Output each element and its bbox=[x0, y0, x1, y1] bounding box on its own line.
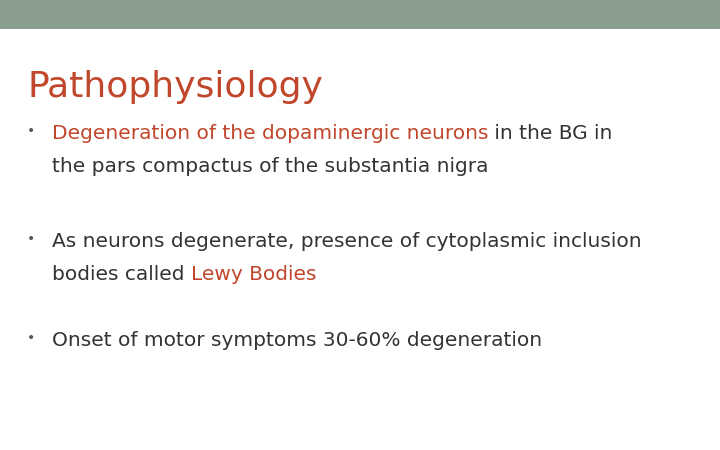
Text: Degeneration of the dopaminergic neurons: Degeneration of the dopaminergic neurons bbox=[52, 124, 488, 143]
Bar bbox=[0, 0, 720, 29]
Text: bodies called: bodies called bbox=[52, 266, 191, 284]
Text: As neurons degenerate, presence of cytoplasmic inclusion: As neurons degenerate, presence of cytop… bbox=[52, 232, 642, 251]
Text: Lewy Bodies: Lewy Bodies bbox=[191, 266, 316, 284]
Text: the pars compactus of the substantia nigra: the pars compactus of the substantia nig… bbox=[52, 158, 488, 176]
Text: Onset of motor symptoms 30-60% degeneration: Onset of motor symptoms 30-60% degenerat… bbox=[52, 331, 542, 350]
Text: Pathophysiology: Pathophysiology bbox=[27, 70, 323, 104]
Text: •: • bbox=[27, 331, 35, 345]
Text: •: • bbox=[27, 124, 35, 138]
Text: in the BG in: in the BG in bbox=[488, 124, 613, 143]
Text: •: • bbox=[27, 232, 35, 246]
